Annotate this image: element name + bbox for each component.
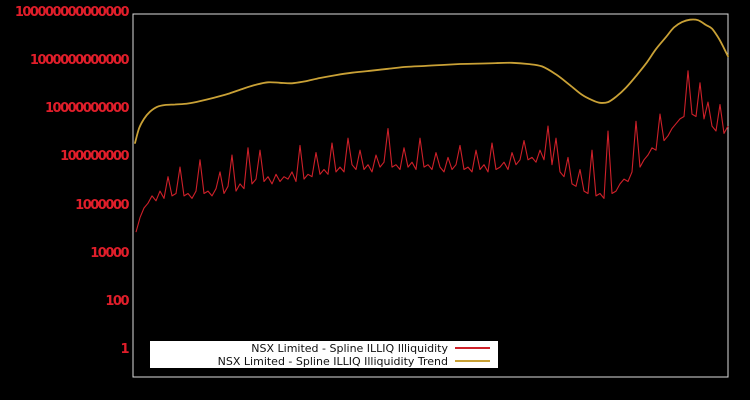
y-tick-label: 100000000000000 [14, 5, 130, 20]
y-tick-label: 10000000000 [45, 101, 130, 117]
legend-row-illiq: NSX Limited - Spline ILLIQ Illiquidity [251, 342, 490, 355]
y-tick-label: 1000000 [75, 197, 129, 213]
y-tick-label: 1000000000000 [29, 53, 130, 69]
illiq-series-line [135, 70, 729, 233]
y-axis: 1 100 10000 1000000 100000000 10000000000 1000… [0, 0, 130, 400]
y-tick-label: 100000000 [60, 149, 129, 165]
legend-label-illiq: NSX Limited - Spline ILLIQ Illiquidity [251, 341, 448, 355]
legend-row-trend: NSX Limited - Spline ILLIQ Illiquidity T… [218, 355, 490, 368]
y-tick-label: 100 [105, 293, 129, 309]
y-tick-label: 1 [120, 342, 129, 357]
trend-series-line [134, 18, 729, 144]
plot-frame [132, 13, 729, 378]
legend: NSX Limited - Spline ILLIQ Illiquidity N… [150, 341, 498, 368]
series-lines [134, 18, 729, 233]
legend-line-sample-illiq [455, 347, 490, 349]
legend-line-sample-trend [455, 360, 490, 362]
legend-label-trend: NSX Limited - Spline ILLIQ Illiquidity T… [217, 354, 448, 368]
y-tick-label: 10000 [90, 245, 129, 261]
